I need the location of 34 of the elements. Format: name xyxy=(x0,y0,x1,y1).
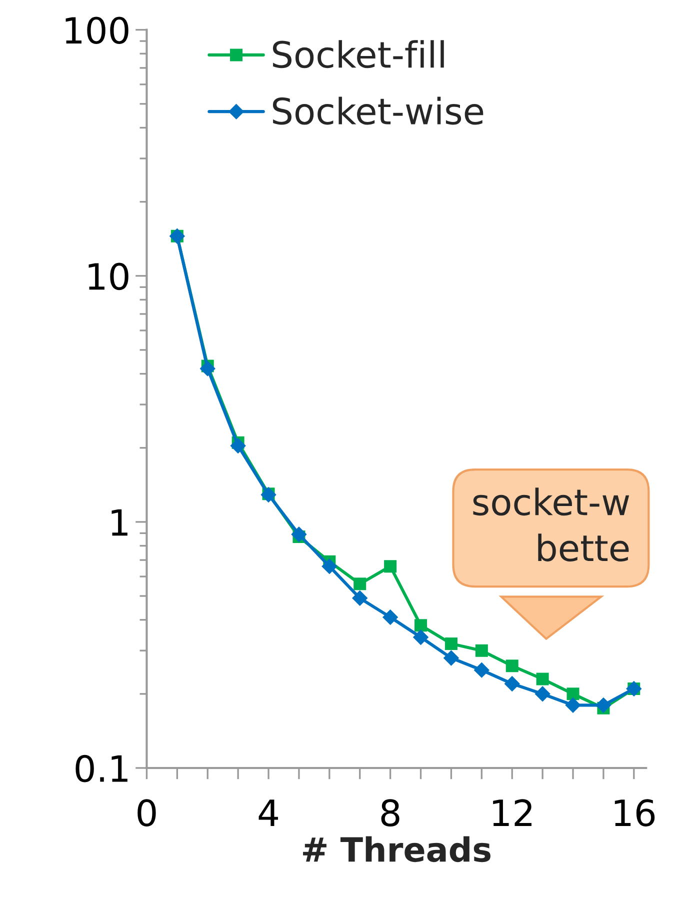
point xyxy=(291,526,307,542)
point xyxy=(200,361,216,376)
point xyxy=(444,650,459,666)
x-tick-label: 0 xyxy=(138,799,156,826)
y-tick-label: 10 xyxy=(88,262,128,290)
point xyxy=(504,676,520,692)
point xyxy=(322,558,337,574)
x-axis-title: # Threads xyxy=(303,836,490,862)
x-tick-label: 8 xyxy=(381,799,400,826)
point xyxy=(506,660,518,672)
point xyxy=(565,698,581,713)
point xyxy=(566,688,580,700)
legend-label: Socket-wise xyxy=(272,96,484,125)
y-tick-label: 1 xyxy=(112,509,128,536)
legend-label: Socket-fill xyxy=(272,40,444,68)
annotation: socket-w bette xyxy=(473,488,630,562)
point xyxy=(475,644,488,657)
point xyxy=(382,610,398,625)
y-tick-label: 100 xyxy=(66,16,128,44)
point xyxy=(444,637,458,650)
point xyxy=(413,630,428,645)
point xyxy=(534,686,550,702)
point xyxy=(384,560,397,573)
x-tick-label: 12 xyxy=(493,799,532,826)
point xyxy=(354,578,366,590)
point xyxy=(230,438,246,454)
point xyxy=(474,662,490,678)
point xyxy=(596,698,612,713)
x-tick-label: 16 xyxy=(614,799,655,826)
point xyxy=(536,672,549,686)
y-tick-label: 0.1 xyxy=(76,754,128,782)
x-tick-label: 4 xyxy=(258,800,278,826)
point xyxy=(352,590,368,606)
point xyxy=(414,619,428,632)
